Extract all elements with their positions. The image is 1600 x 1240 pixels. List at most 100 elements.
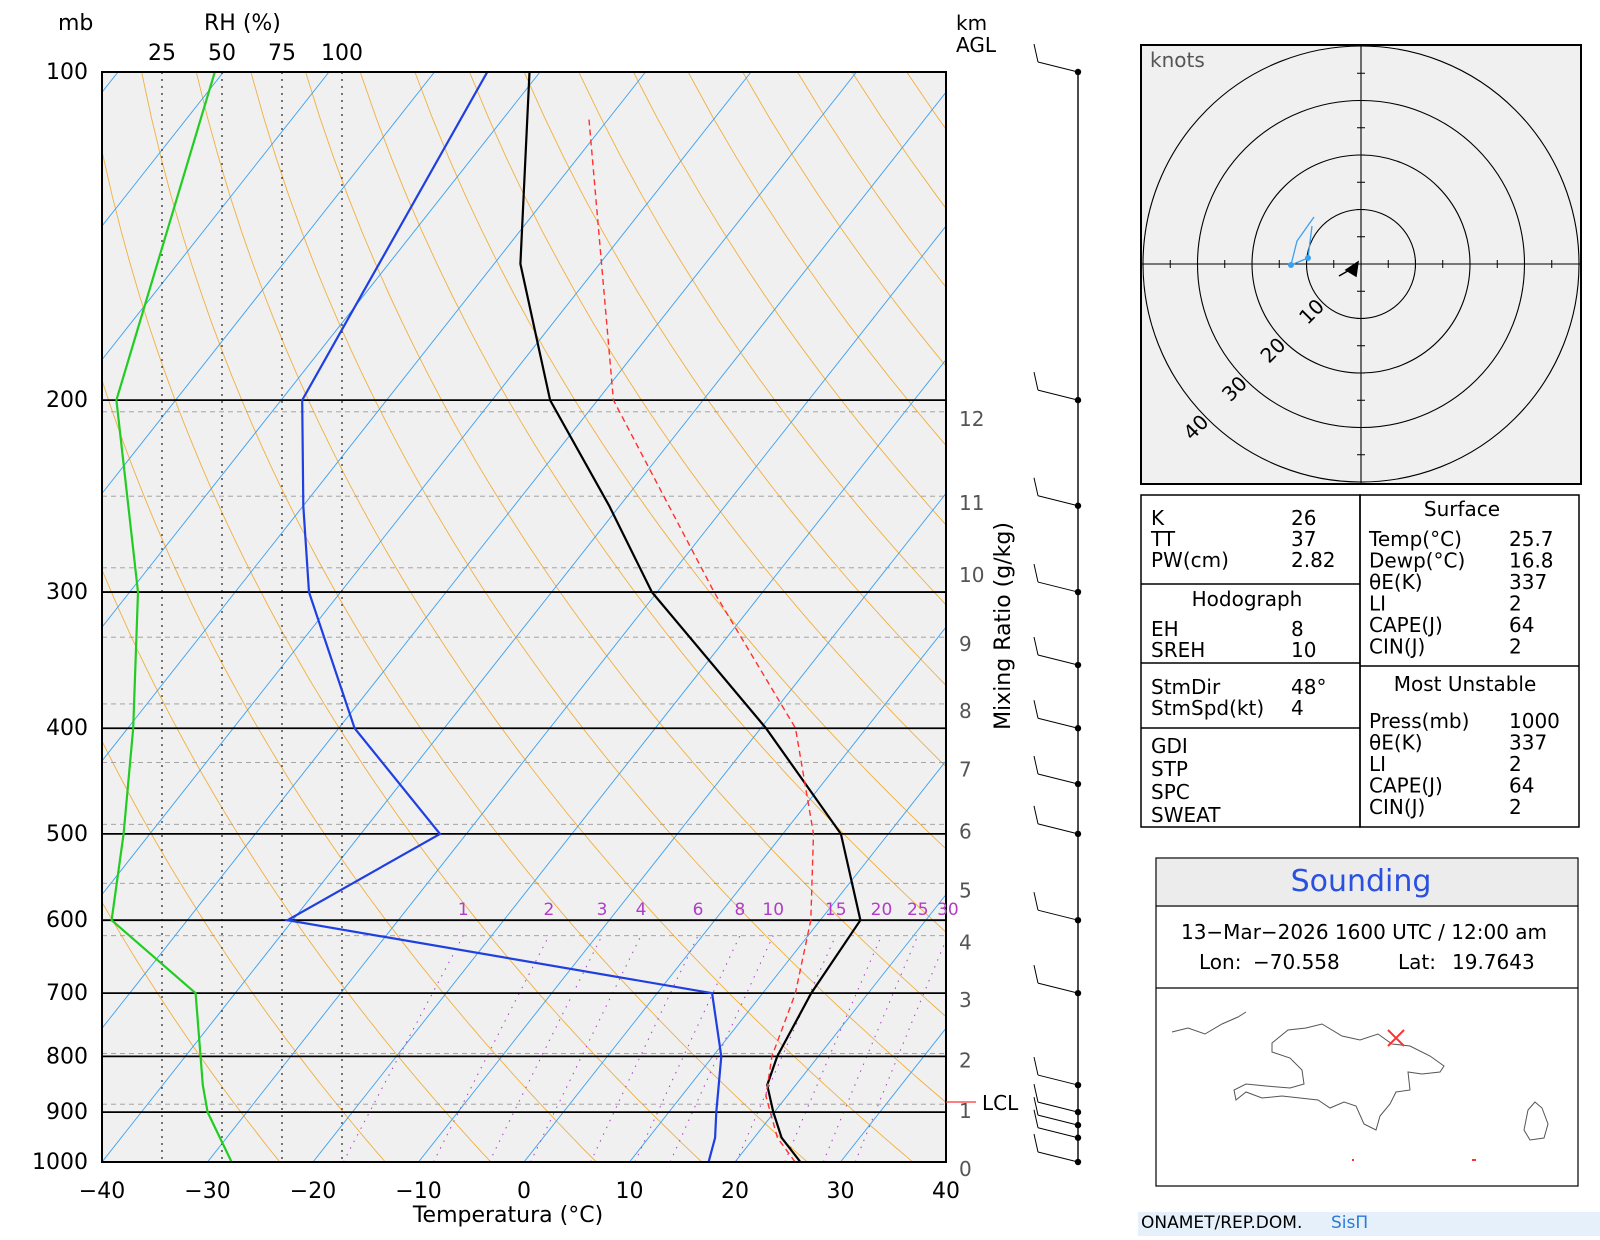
- mixing-ratio-label: 20: [871, 900, 893, 920]
- sounding-box: [1156, 858, 1578, 1186]
- wind-barb: [1038, 910, 1078, 920]
- sounding-title: Sounding: [1291, 864, 1432, 899]
- index-label: CIN(J): [1369, 795, 1425, 819]
- mixing-ratio-label: 2: [544, 900, 555, 920]
- height-tick-label: 6: [959, 819, 972, 843]
- wind-barb-feather: [1034, 965, 1038, 983]
- height-tick-label: 5: [959, 878, 972, 902]
- index-value: 2.82: [1291, 548, 1336, 572]
- index-label: CAPE(J): [1369, 613, 1443, 637]
- index-value: 2: [1509, 635, 1522, 659]
- index-value: 16.8: [1509, 549, 1554, 573]
- index-label: StmSpd(kt): [1151, 696, 1264, 720]
- hodograph-point: [1305, 255, 1311, 261]
- height-tick-label: 8: [959, 699, 972, 723]
- wind-barb: [1038, 1075, 1078, 1085]
- pressure-tick-label: 600: [46, 908, 88, 933]
- index-label: Dewp(°C): [1369, 549, 1465, 573]
- wind-barb-feather: [1034, 756, 1038, 774]
- index-label: Press(mb): [1369, 709, 1469, 733]
- index-value: 4: [1291, 696, 1304, 720]
- index-label: PW(cm): [1151, 548, 1229, 572]
- sounding-datetime: 13−Mar−2026 1600 UTC / 12:00 am: [1181, 920, 1547, 944]
- pressure-unit-label: mb: [58, 11, 93, 36]
- rh-tick-label: 50: [208, 41, 236, 66]
- mixing-ratio-label: 15: [825, 900, 847, 920]
- height-tick-label: 1: [959, 1099, 972, 1123]
- wind-barb-feather: [1034, 1057, 1038, 1075]
- wind-barbs: [1034, 44, 1081, 1165]
- mixing-ratio-label: 3: [597, 900, 608, 920]
- isotherm: [0, 72, 13, 1162]
- index-value: 2: [1509, 752, 1522, 776]
- index-label: LI: [1369, 752, 1386, 776]
- wind-barb-feather: [1034, 372, 1038, 390]
- sounding-info: Sounding 13−Mar−2026 1600 UTC / 12:00 am…: [1156, 858, 1578, 1186]
- wind-barb: [1038, 655, 1078, 665]
- index-label: SREH: [1151, 638, 1205, 662]
- wind-barb: [1038, 824, 1078, 834]
- sispi-logo: SisΠ: [1331, 1213, 1368, 1233]
- pressure-tick-label: 100: [46, 60, 88, 85]
- wind-barb: [1038, 496, 1078, 506]
- index-label: CAPE(J): [1369, 774, 1443, 798]
- pressure-tick-label: 800: [46, 1044, 88, 1069]
- index-value: 25.7: [1509, 527, 1554, 551]
- index-label: LI: [1369, 592, 1386, 616]
- height-tick-label: 2: [959, 1048, 972, 1072]
- most-unstable-header: Most Unstable: [1394, 672, 1537, 696]
- index-label: SPC: [1151, 780, 1190, 804]
- index-value: 1000: [1509, 709, 1560, 733]
- wind-barb: [1038, 1128, 1078, 1138]
- index-label: GDI: [1151, 734, 1188, 758]
- index-label: STP: [1151, 757, 1188, 781]
- index-label: θE(K): [1369, 731, 1423, 755]
- lon-label: Lon:: [1199, 950, 1241, 974]
- hodograph-units: knots: [1150, 48, 1205, 72]
- temperature-tick-label: −30: [184, 1179, 230, 1204]
- lon-value: −70.558: [1253, 950, 1340, 974]
- height-tick-label: 10: [959, 563, 984, 587]
- mixing-ratio-label: 8: [734, 900, 745, 920]
- footer: ONAMET/REP.DOM. SisΠ: [1138, 1212, 1600, 1236]
- index-value: 64: [1509, 613, 1534, 637]
- wind-level-dot: [1075, 1109, 1081, 1115]
- height-tick-label: 7: [959, 757, 972, 781]
- surface-header: Surface: [1424, 497, 1500, 521]
- wind-barb-feather: [1034, 1134, 1038, 1152]
- height-tick-label: 4: [959, 931, 972, 955]
- index-value: 2: [1509, 592, 1522, 616]
- index-label: Temp(°C): [1368, 527, 1462, 551]
- mixing-ratio-label: 1: [458, 900, 469, 920]
- pressure-tick-label: 300: [46, 580, 88, 605]
- height-tick-label: 3: [959, 988, 972, 1012]
- wind-barb-feather: [1034, 44, 1038, 62]
- height-tick-label: 0: [959, 1157, 972, 1181]
- rh-axis-label: RH (%): [204, 11, 281, 36]
- temperature-tick-label: 20: [721, 1179, 749, 1204]
- mixing-ratio-label: 25: [907, 900, 929, 920]
- mixing-ratio-label: 6: [693, 900, 704, 920]
- agl-label: AGL: [956, 33, 997, 57]
- lat-value: 19.7643: [1452, 950, 1535, 974]
- wind-barb: [1038, 390, 1078, 400]
- index-label: SWEAT: [1151, 803, 1221, 827]
- wind-barb: [1038, 774, 1078, 784]
- mixing-ratio-axis-title: Mixing Ratio (g/kg): [991, 522, 1016, 730]
- wind-barb-feather: [1034, 637, 1038, 655]
- wind-barb-feather: [1034, 806, 1038, 824]
- wind-barb: [1038, 718, 1078, 728]
- index-value: 64: [1509, 774, 1534, 798]
